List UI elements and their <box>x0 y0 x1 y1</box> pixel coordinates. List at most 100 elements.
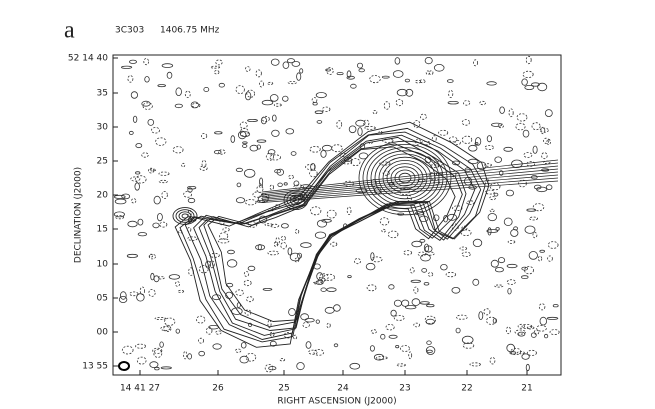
noise-contour <box>261 115 270 123</box>
noise-contour <box>226 259 238 268</box>
noise-contour <box>462 100 471 106</box>
noise-contour <box>282 95 289 102</box>
noise-contour <box>199 265 209 274</box>
noise-contour <box>287 81 297 85</box>
noise-contour <box>256 185 264 193</box>
noise-contour <box>243 279 252 287</box>
noise-contour <box>177 289 185 293</box>
noise-contour <box>459 246 468 251</box>
x-tick-label: 26 <box>212 384 224 394</box>
noise-contour <box>247 119 258 123</box>
noise-contour <box>309 169 318 178</box>
noise-contour <box>514 329 527 335</box>
noise-contour <box>503 146 514 152</box>
noise-contour <box>546 184 553 191</box>
noise-contour <box>213 150 222 155</box>
noise-contour <box>524 266 534 275</box>
noise-contour <box>271 129 280 137</box>
noise-contour <box>508 108 514 118</box>
noise-contour <box>433 64 445 72</box>
noise-contour <box>522 129 530 138</box>
noise-contour <box>309 146 321 153</box>
noise-contour <box>461 335 474 344</box>
noise-contour <box>164 317 176 326</box>
noise-contour <box>403 250 413 256</box>
noise-contour <box>388 284 395 290</box>
noise-contour <box>455 327 461 334</box>
noise-contour <box>426 349 433 353</box>
noise-contour <box>246 296 254 303</box>
noise-contour <box>472 278 480 286</box>
noise-contour <box>217 238 230 244</box>
noise-contour <box>158 179 168 184</box>
core-contour <box>358 140 452 216</box>
noise-contour <box>157 84 167 88</box>
noise-contour <box>466 200 475 205</box>
noise-contour <box>489 208 495 213</box>
noise-contour <box>433 214 440 222</box>
noise-contour <box>267 250 280 256</box>
source-name: 3C303 <box>115 26 144 36</box>
noise-contour <box>120 291 127 300</box>
jet-line <box>261 174 559 200</box>
noise-contour <box>426 340 432 345</box>
noise-contour <box>447 100 459 105</box>
noise-contour <box>373 353 385 361</box>
noise-contour <box>385 324 395 331</box>
noise-contour <box>300 313 309 321</box>
noise-contour <box>469 362 481 367</box>
noise-contour <box>259 177 264 186</box>
noise-contour <box>265 152 274 161</box>
noise-contour <box>539 316 547 326</box>
noise-contour <box>323 273 336 281</box>
noise-contour <box>227 249 235 255</box>
noise-contour <box>424 245 433 253</box>
noise-contour <box>175 87 182 96</box>
noise-contour <box>489 183 501 191</box>
noise-contour <box>269 94 279 102</box>
noise-contour <box>240 342 247 349</box>
noise-contour <box>201 159 207 168</box>
noise-contour <box>219 220 225 226</box>
noise-contour <box>381 228 386 233</box>
noise-contour <box>410 279 422 283</box>
noise-contour <box>259 193 270 200</box>
noise-contour <box>130 176 141 182</box>
noise-contour <box>387 230 399 239</box>
noise-contour <box>446 79 454 83</box>
noise-contour <box>413 286 419 294</box>
noise-contour <box>487 213 498 222</box>
core-contour <box>382 159 428 196</box>
noise-contour <box>539 249 545 253</box>
noise-contour <box>205 260 212 269</box>
noise-contour <box>506 263 518 269</box>
noise-contour <box>492 318 497 324</box>
noise-contour <box>134 182 140 191</box>
noise-contour <box>321 144 333 152</box>
noise-contour <box>322 106 331 112</box>
noise-contour <box>148 253 156 260</box>
noise-contour <box>356 62 363 69</box>
noise-contour <box>531 82 540 87</box>
noise-contour <box>163 325 172 332</box>
noise-contour <box>538 303 546 311</box>
noise-contour <box>543 333 549 339</box>
noise-contour <box>419 301 430 305</box>
noise-contour <box>134 175 147 184</box>
noise-contour <box>147 119 155 126</box>
noise-contour <box>256 144 261 150</box>
noise-contour <box>483 308 491 316</box>
noise-contour <box>183 350 188 360</box>
noise-contour <box>525 363 530 372</box>
noise-contour <box>405 88 414 97</box>
noise-contour <box>424 315 436 324</box>
noise-contour <box>428 70 434 75</box>
noise-contour <box>209 260 215 269</box>
noise-contour <box>522 70 534 79</box>
noise-contour <box>137 218 144 226</box>
noise-contour <box>339 152 348 158</box>
noise-contour <box>547 255 553 262</box>
noise-contour <box>536 186 548 193</box>
noise-contour <box>255 69 262 78</box>
noise-contour <box>154 316 167 320</box>
